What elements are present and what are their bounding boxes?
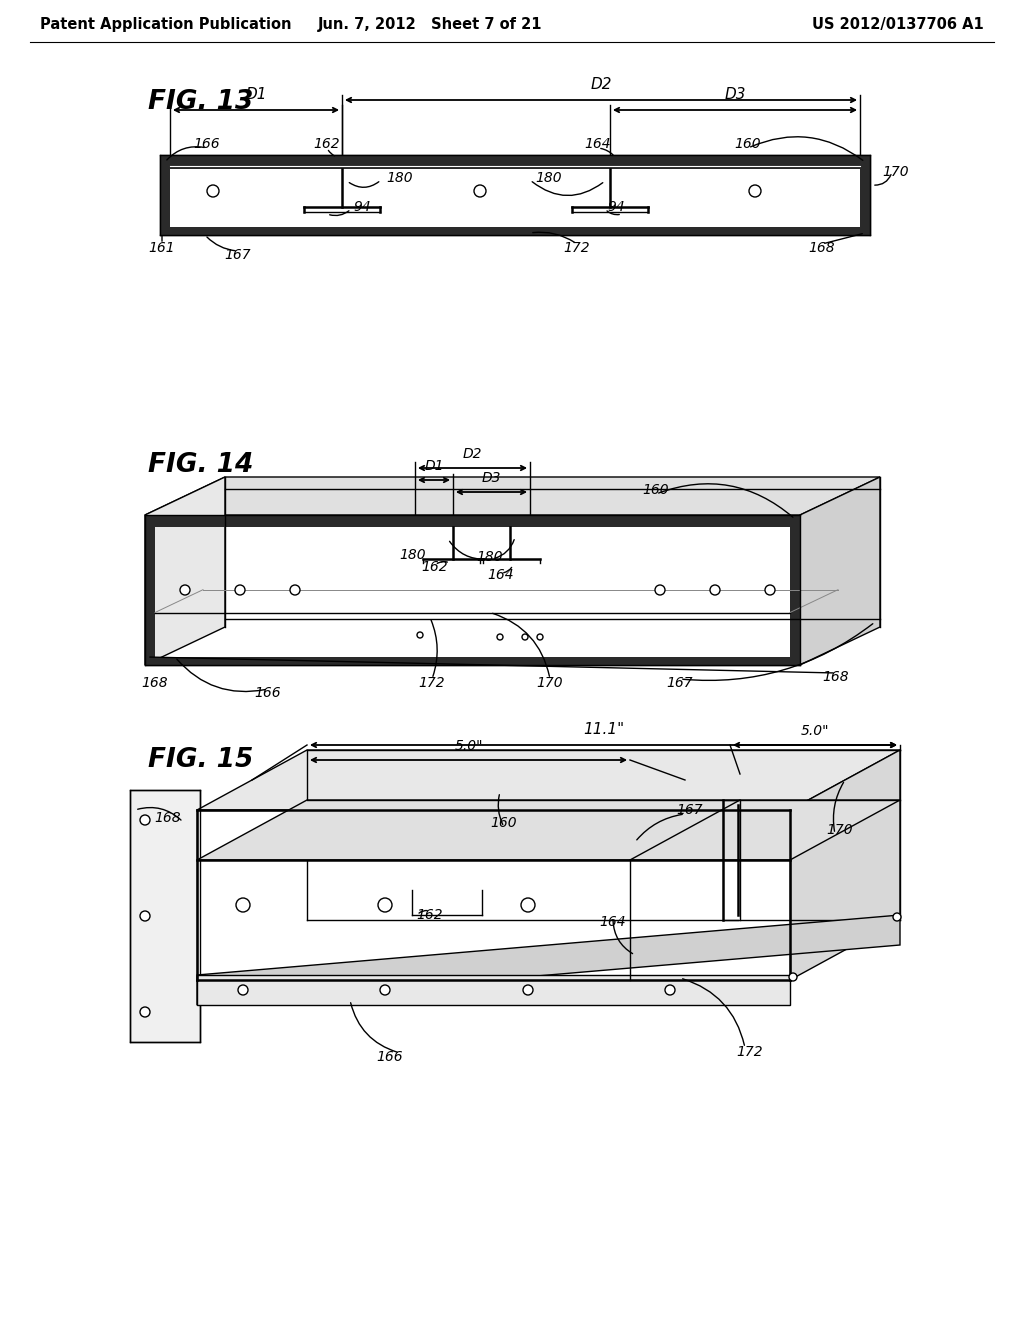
Text: 170: 170 (537, 676, 563, 690)
Text: 166: 166 (255, 686, 282, 700)
Text: D1: D1 (424, 459, 443, 473)
Bar (145, 657, 800, 665)
Circle shape (140, 814, 150, 825)
Bar (145, 515, 800, 527)
Polygon shape (197, 750, 900, 810)
Text: 167: 167 (667, 676, 693, 690)
Text: 180: 180 (399, 548, 426, 562)
Circle shape (474, 185, 486, 197)
Text: 11.1": 11.1" (583, 722, 624, 737)
Text: 162: 162 (417, 908, 443, 921)
Circle shape (378, 898, 392, 912)
Text: FIG. 15: FIG. 15 (148, 747, 253, 774)
Circle shape (893, 913, 901, 921)
Text: D1: D1 (246, 87, 266, 102)
Circle shape (765, 585, 775, 595)
Text: 170: 170 (826, 822, 853, 837)
Circle shape (234, 585, 245, 595)
Circle shape (140, 1007, 150, 1016)
Text: 180: 180 (477, 550, 504, 564)
Text: D3: D3 (724, 87, 745, 102)
Text: 166: 166 (194, 137, 220, 150)
Bar (145, 515, 155, 665)
Text: 172: 172 (563, 242, 590, 255)
Circle shape (380, 985, 390, 995)
Bar (130, 789, 200, 1041)
Circle shape (417, 632, 423, 638)
Bar (160, 154, 170, 235)
Circle shape (140, 911, 150, 921)
Text: 5.0": 5.0" (801, 723, 829, 738)
Circle shape (655, 585, 665, 595)
Text: 94: 94 (353, 201, 371, 214)
Text: US 2012/0137706 A1: US 2012/0137706 A1 (812, 17, 984, 33)
Polygon shape (197, 800, 900, 861)
Text: 167: 167 (224, 248, 251, 261)
Text: 180: 180 (535, 172, 561, 185)
Circle shape (290, 585, 300, 595)
Circle shape (497, 634, 503, 640)
Circle shape (236, 898, 250, 912)
Text: D2: D2 (463, 447, 482, 461)
Circle shape (710, 585, 720, 595)
Text: 160: 160 (490, 816, 517, 830)
Text: 94: 94 (607, 201, 625, 214)
Circle shape (665, 985, 675, 995)
Text: 168: 168 (809, 242, 836, 255)
Text: 160: 160 (643, 483, 670, 498)
Text: D3: D3 (481, 471, 502, 484)
Bar (860, 154, 870, 235)
Circle shape (523, 985, 534, 995)
Text: 164: 164 (600, 915, 627, 929)
Text: 168: 168 (822, 671, 849, 684)
Text: 161: 161 (148, 242, 175, 255)
Bar (160, 227, 870, 235)
Text: 172: 172 (736, 1045, 763, 1059)
Text: 172: 172 (419, 676, 445, 690)
Polygon shape (145, 477, 880, 515)
Text: D2: D2 (590, 77, 611, 92)
Bar (160, 154, 870, 169)
Polygon shape (800, 477, 880, 665)
Text: 170: 170 (883, 165, 909, 180)
Text: 162: 162 (422, 560, 449, 574)
Circle shape (522, 634, 528, 640)
Text: FIG. 13: FIG. 13 (148, 88, 253, 115)
Circle shape (537, 634, 543, 640)
Circle shape (238, 985, 248, 995)
Bar (160, 154, 870, 235)
Polygon shape (790, 750, 900, 979)
Text: 164: 164 (487, 568, 514, 582)
Bar (197, 810, 790, 979)
Circle shape (790, 973, 797, 981)
Circle shape (207, 185, 219, 197)
Polygon shape (145, 477, 225, 665)
Text: FIG. 14: FIG. 14 (148, 451, 253, 478)
Polygon shape (197, 915, 900, 1005)
Polygon shape (197, 975, 790, 1005)
Bar (790, 515, 800, 665)
Circle shape (749, 185, 761, 197)
Text: 180: 180 (386, 172, 413, 185)
Text: 5.0": 5.0" (455, 739, 482, 752)
Text: 168: 168 (141, 676, 168, 690)
Text: 160: 160 (734, 137, 761, 150)
Text: 162: 162 (313, 137, 340, 150)
Text: Patent Application Publication: Patent Application Publication (40, 17, 292, 33)
Bar (145, 515, 800, 665)
Text: 167: 167 (677, 803, 703, 817)
Circle shape (180, 585, 190, 595)
Text: 168: 168 (155, 810, 181, 825)
Text: Jun. 7, 2012   Sheet 7 of 21: Jun. 7, 2012 Sheet 7 of 21 (317, 17, 543, 33)
Text: 164: 164 (585, 137, 611, 150)
Circle shape (521, 898, 535, 912)
Text: 166: 166 (377, 1049, 403, 1064)
